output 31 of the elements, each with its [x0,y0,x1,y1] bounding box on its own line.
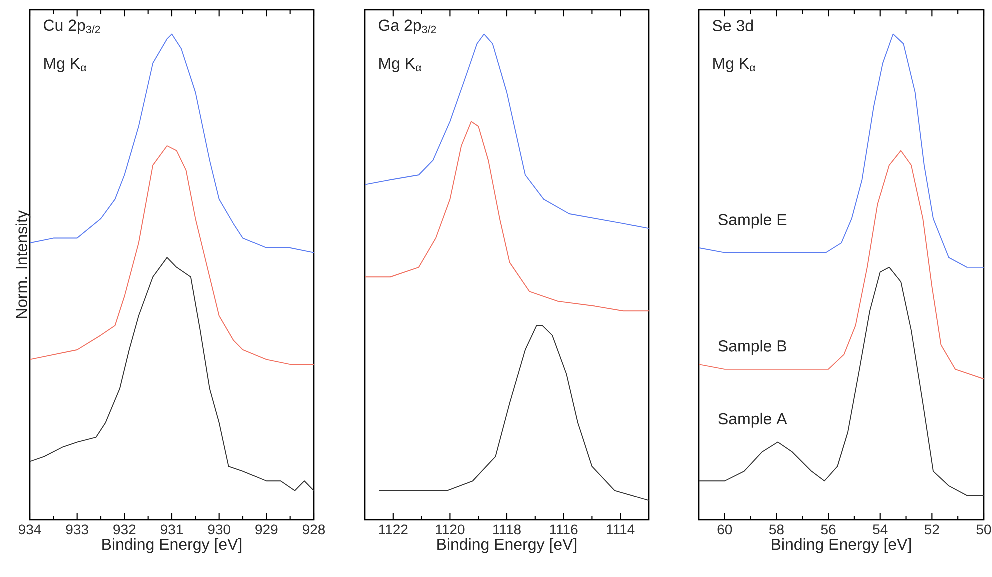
x-tick-label: 60 [718,524,732,535]
series-label: Sample B [718,340,786,355]
x-tick-label: 930 [208,524,230,535]
annotation: Mg K$_{α}$ [714,58,756,72]
x-tick-label: 1122 [379,524,408,534]
x-axis-title: Binding Energy [eV] [102,538,242,554]
x-tick-label: 931 [160,524,183,535]
text: Se 3d [712,20,754,32]
x-axis-title: Binding Energy [eV] [772,538,912,554]
x-tick-label: 50 [976,524,992,535]
x-tick-label: 1120 [436,524,465,535]
x-tick-label: 56 [821,524,836,535]
x-tick-label: 58 [770,524,784,535]
annotation: Mg K$_{α}$ [380,58,422,72]
x-axis-title: Binding Energy [eV] [438,538,577,554]
series-label: Sample A [718,412,788,428]
series-label: Sample E [718,214,787,229]
annotation: Mg K$_{α}$ [44,58,86,72]
x-tick-label: 54 [873,524,888,534]
x-tick-label: 934 [18,524,42,535]
x-tick-label: 1114 [607,524,635,534]
x-tick-label: 933 [66,524,88,535]
x-tick-label: 52 [924,524,940,535]
y-axis-title: Norm. Intensity [16,210,31,318]
x-tick-label: 928 [302,524,326,535]
x-tick-label: 1118 [494,524,521,535]
x-tick-label: 929 [256,524,278,535]
annotation: Ga 2p$_{3/2}$ [379,20,436,34]
annotation: Cu 2p$_{3/2}$ [44,20,100,34]
x-tick-label: 932 [114,524,136,535]
x-tick-label: 1116 [550,524,578,535]
